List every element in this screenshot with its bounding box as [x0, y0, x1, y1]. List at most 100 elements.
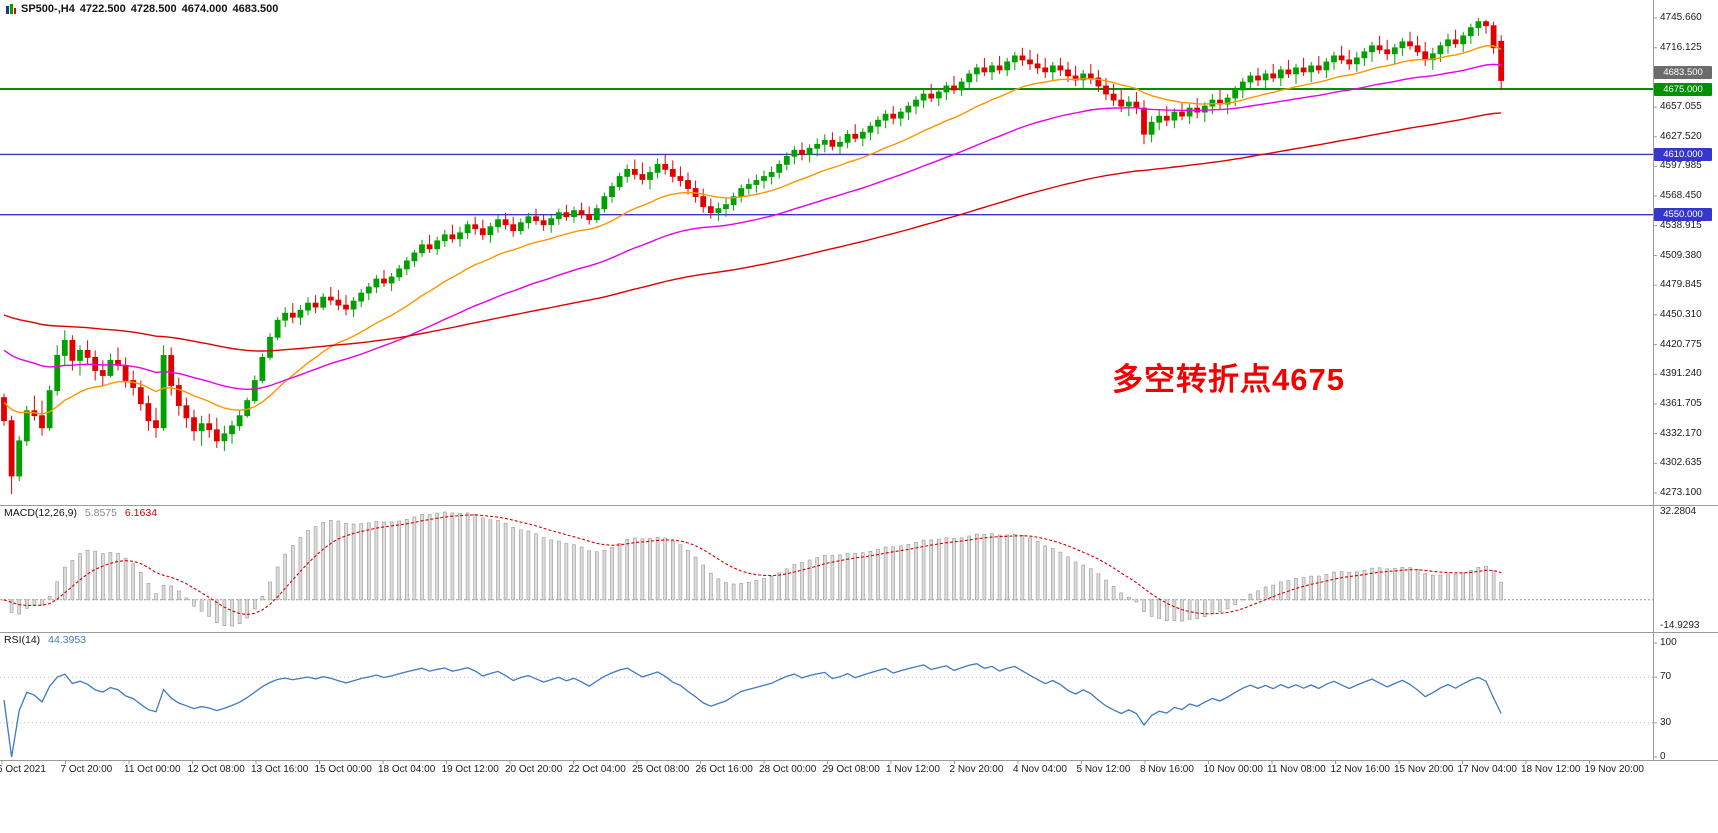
candle-body	[578, 210, 585, 216]
macd-histogram-bar	[929, 539, 934, 601]
candle-body	[419, 244, 425, 254]
candle-body	[457, 232, 463, 240]
candle-body	[1118, 99, 1125, 107]
macd-histogram-bar	[921, 539, 926, 601]
time-axis-label: 2 Nov 20:00	[949, 764, 1004, 775]
macd-histogram-bar	[655, 536, 660, 601]
macd-histogram-bar	[906, 543, 911, 601]
candle-body	[875, 119, 881, 127]
macd-histogram-bar	[762, 578, 766, 601]
candle-body	[882, 113, 889, 121]
macd-histogram-bar	[997, 534, 1002, 601]
macd-histogram-bar	[883, 546, 888, 601]
candle-body	[1224, 97, 1231, 105]
macd-histogram-bar	[693, 556, 698, 601]
candle-body	[1186, 107, 1193, 117]
candle-body	[381, 278, 387, 284]
candle-body	[312, 302, 319, 308]
macd-histogram-bar	[139, 572, 143, 601]
price-axis-label: 4538.915	[1660, 219, 1702, 231]
candle-body	[1110, 93, 1117, 101]
macd-histogram-bar	[724, 582, 728, 601]
time-axis-label: 29 Oct 08:00	[822, 764, 880, 775]
candle-body	[1042, 67, 1049, 73]
macd-histogram-bar	[579, 546, 584, 601]
candle-body	[1087, 73, 1094, 79]
macd-histogram-bar	[351, 523, 356, 601]
candle-body	[639, 174, 646, 180]
rsi-axis-label: 100	[1660, 637, 1677, 648]
ma-slow-line	[3, 112, 1502, 352]
macd-histogram-bar	[344, 522, 348, 601]
macd-histogram-bar	[891, 546, 896, 601]
candle-body	[145, 403, 152, 422]
macd-histogram-bar	[640, 538, 645, 601]
candle-body	[373, 278, 380, 288]
macd-histogram-bar	[1286, 580, 1291, 601]
macd-histogram-bar	[123, 557, 128, 601]
candle-body	[1384, 49, 1391, 55]
candle-body	[16, 440, 23, 477]
candle-body	[776, 163, 783, 173]
candle-body	[236, 415, 243, 427]
candle-body	[935, 91, 942, 99]
candle-body	[517, 222, 524, 232]
candle-body	[730, 196, 737, 206]
candle-body	[77, 349, 83, 361]
time-axis-label: 22 Oct 04:00	[568, 764, 626, 775]
candle-body	[107, 359, 114, 376]
candle-body	[1103, 85, 1109, 95]
candle-body	[479, 228, 486, 236]
macd-histogram-bar	[450, 512, 455, 601]
macd-histogram-bar	[860, 552, 865, 601]
macd-histogram-bar	[1127, 596, 1131, 601]
ma-fast-line	[3, 45, 1502, 415]
candle-body	[905, 105, 912, 113]
current-price-badge: 4683.500	[1654, 66, 1712, 80]
time-axis-label: 5 Nov 12:00	[1076, 764, 1131, 775]
macd-histogram-bar	[47, 596, 52, 601]
macd-histogram-bar	[359, 523, 364, 601]
macd-histogram-bar	[1355, 571, 1359, 601]
candle-body	[502, 219, 509, 226]
candle-body	[1057, 65, 1064, 71]
candle-body	[593, 208, 600, 221]
symbol-period-label: SP500-,H4	[21, 3, 75, 15]
candle-body	[1391, 47, 1398, 55]
macd-histogram-bar	[184, 597, 189, 601]
candle-body	[1239, 81, 1246, 91]
macd-histogram-bar	[1104, 579, 1108, 601]
macd-histogram-bar	[1438, 574, 1443, 601]
macd-histogram-bar	[169, 585, 173, 601]
symbol-title: SP500-,H4 4722.500 4728.500 4674.000 468…	[6, 3, 278, 15]
candle-body	[631, 168, 638, 175]
candle-body	[1315, 65, 1322, 71]
macd-histogram-bar	[101, 553, 105, 601]
candle-body	[122, 364, 129, 381]
macd-histogram-bar	[1233, 599, 1237, 605]
macd-histogram-bar	[1271, 584, 1275, 601]
time-axis-label: 18 Nov 12:00	[1521, 764, 1581, 775]
macd-histogram-bar	[663, 537, 668, 601]
candle-body	[715, 208, 722, 214]
candle-body	[996, 65, 1003, 71]
macd-histogram-bar	[572, 544, 576, 601]
candle-body	[297, 309, 304, 318]
macd-histogram-bar	[1453, 573, 1458, 601]
macd-histogram-bar	[1073, 561, 1078, 601]
macd-signal-line	[3, 514, 1502, 615]
candle-body	[495, 219, 501, 228]
macd-histogram-bar	[427, 513, 432, 601]
macd-histogram-bar	[480, 517, 485, 601]
rsi-axis-label: 30	[1660, 716, 1672, 728]
macd-histogram-bar	[1005, 534, 1010, 601]
candle-body	[1232, 89, 1239, 99]
candle-body	[829, 139, 836, 147]
candle-body	[267, 336, 273, 358]
macd-histogram-bar	[1476, 566, 1481, 601]
macd-histogram-bar	[1066, 556, 1070, 601]
candle-body	[8, 420, 15, 477]
candle-body	[1163, 115, 1170, 121]
